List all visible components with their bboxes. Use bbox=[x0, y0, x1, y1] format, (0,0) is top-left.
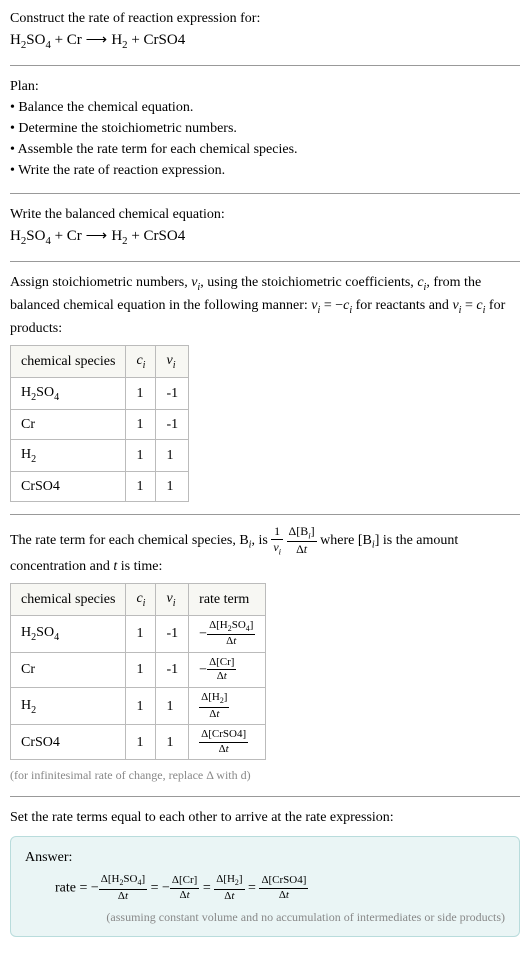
cell-species: Cr bbox=[11, 652, 126, 687]
cell-vi: 1 bbox=[156, 440, 189, 472]
answer-label: Answer: bbox=[25, 847, 505, 868]
unbalanced-equation: H2SO4 + Cr ⟶ H2 + CrSO4 bbox=[10, 29, 520, 53]
table-row: H2SO4 1 -1 bbox=[11, 378, 189, 410]
final-section: Set the rate terms equal to each other t… bbox=[10, 807, 520, 937]
table-header-row: chemical species ci νi rate term bbox=[11, 583, 266, 615]
cell-ci: 1 bbox=[126, 615, 156, 652]
plan-item: Determine the stoichiometric numbers. bbox=[10, 118, 520, 139]
cell-vi: 1 bbox=[156, 725, 189, 760]
cell-vi: 1 bbox=[156, 688, 189, 725]
col-ci: ci bbox=[126, 346, 156, 378]
cell-species: CrSO4 bbox=[11, 471, 126, 501]
col-ci: ci bbox=[126, 583, 156, 615]
cell-ci: 1 bbox=[126, 471, 156, 501]
col-vi: νi bbox=[156, 346, 189, 378]
cell-species: H2SO4 bbox=[11, 615, 126, 652]
cell-species: H2 bbox=[11, 688, 126, 725]
cell-ci: 1 bbox=[126, 410, 156, 440]
plan-section: Plan: Balance the chemical equation. Det… bbox=[10, 76, 520, 181]
rate-term-text: The rate term for each chemical species,… bbox=[10, 525, 520, 577]
plan-item: Balance the chemical equation. bbox=[10, 97, 520, 118]
divider bbox=[10, 514, 520, 515]
cell-species: CrSO4 bbox=[11, 725, 126, 760]
col-vi: νi bbox=[156, 583, 189, 615]
rate-term-table: chemical species ci νi rate term H2SO4 1… bbox=[10, 583, 266, 760]
answer-caption: (assuming constant volume and no accumul… bbox=[25, 908, 505, 926]
final-title: Set the rate terms equal to each other t… bbox=[10, 807, 520, 828]
cell-vi: -1 bbox=[156, 652, 189, 687]
divider bbox=[10, 65, 520, 66]
cell-vi: 1 bbox=[156, 471, 189, 501]
answer-box: Answer: rate = −Δ[H2SO4]Δt = −Δ[Cr]Δt = … bbox=[10, 836, 520, 937]
table-row: H2 1 1 Δ[H2]Δt bbox=[11, 688, 266, 725]
cell-vi: -1 bbox=[156, 378, 189, 410]
problem-prompt: Construct the rate of reaction expressio… bbox=[10, 8, 520, 29]
balanced-title: Write the balanced chemical equation: bbox=[10, 204, 520, 225]
infinitesimal-note: (for infinitesimal rate of change, repla… bbox=[10, 766, 520, 784]
divider bbox=[10, 193, 520, 194]
answer-equation: rate = −Δ[H2SO4]Δt = −Δ[Cr]Δt = Δ[H2]Δt … bbox=[25, 874, 505, 902]
cell-rate: Δ[H2]Δt bbox=[189, 688, 266, 725]
rate-term-section: The rate term for each chemical species,… bbox=[10, 525, 520, 784]
cell-rate: −Δ[H2SO4]Δt bbox=[189, 615, 266, 652]
balanced-equation: H2SO4 + Cr ⟶ H2 + CrSO4 bbox=[10, 225, 520, 249]
stoich-assign-section: Assign stoichiometric numbers, νi, using… bbox=[10, 272, 520, 502]
table-row: CrSO4 1 1 Δ[CrSO4]Δt bbox=[11, 725, 266, 760]
stoich-assign-text: Assign stoichiometric numbers, νi, using… bbox=[10, 272, 520, 339]
col-species: chemical species bbox=[11, 583, 126, 615]
cell-ci: 1 bbox=[126, 688, 156, 725]
cell-rate: −Δ[Cr]Δt bbox=[189, 652, 266, 687]
cell-vi: -1 bbox=[156, 410, 189, 440]
cell-species: H2SO4 bbox=[11, 378, 126, 410]
col-species: chemical species bbox=[11, 346, 126, 378]
cell-ci: 1 bbox=[126, 725, 156, 760]
cell-ci: 1 bbox=[126, 378, 156, 410]
table-row: CrSO4 1 1 bbox=[11, 471, 189, 501]
cell-species: H2 bbox=[11, 440, 126, 472]
balanced-section: Write the balanced chemical equation: H2… bbox=[10, 204, 520, 249]
cell-species: Cr bbox=[11, 410, 126, 440]
table-header-row: chemical species ci νi bbox=[11, 346, 189, 378]
cell-ci: 1 bbox=[126, 652, 156, 687]
plan-list: Balance the chemical equation. Determine… bbox=[10, 97, 520, 181]
cell-ci: 1 bbox=[126, 440, 156, 472]
plan-item: Assemble the rate term for each chemical… bbox=[10, 139, 520, 160]
divider bbox=[10, 261, 520, 262]
divider bbox=[10, 796, 520, 797]
cell-vi: -1 bbox=[156, 615, 189, 652]
stoich-table: chemical species ci νi H2SO4 1 -1 Cr 1 -… bbox=[10, 345, 189, 502]
col-rate: rate term bbox=[189, 583, 266, 615]
table-row: H2SO4 1 -1 −Δ[H2SO4]Δt bbox=[11, 615, 266, 652]
plan-item: Write the rate of reaction expression. bbox=[10, 160, 520, 181]
table-row: Cr 1 -1 bbox=[11, 410, 189, 440]
plan-title: Plan: bbox=[10, 76, 520, 97]
table-row: H2 1 1 bbox=[11, 440, 189, 472]
table-row: Cr 1 -1 −Δ[Cr]Δt bbox=[11, 652, 266, 687]
problem-header: Construct the rate of reaction expressio… bbox=[10, 8, 520, 53]
cell-rate: Δ[CrSO4]Δt bbox=[189, 725, 266, 760]
